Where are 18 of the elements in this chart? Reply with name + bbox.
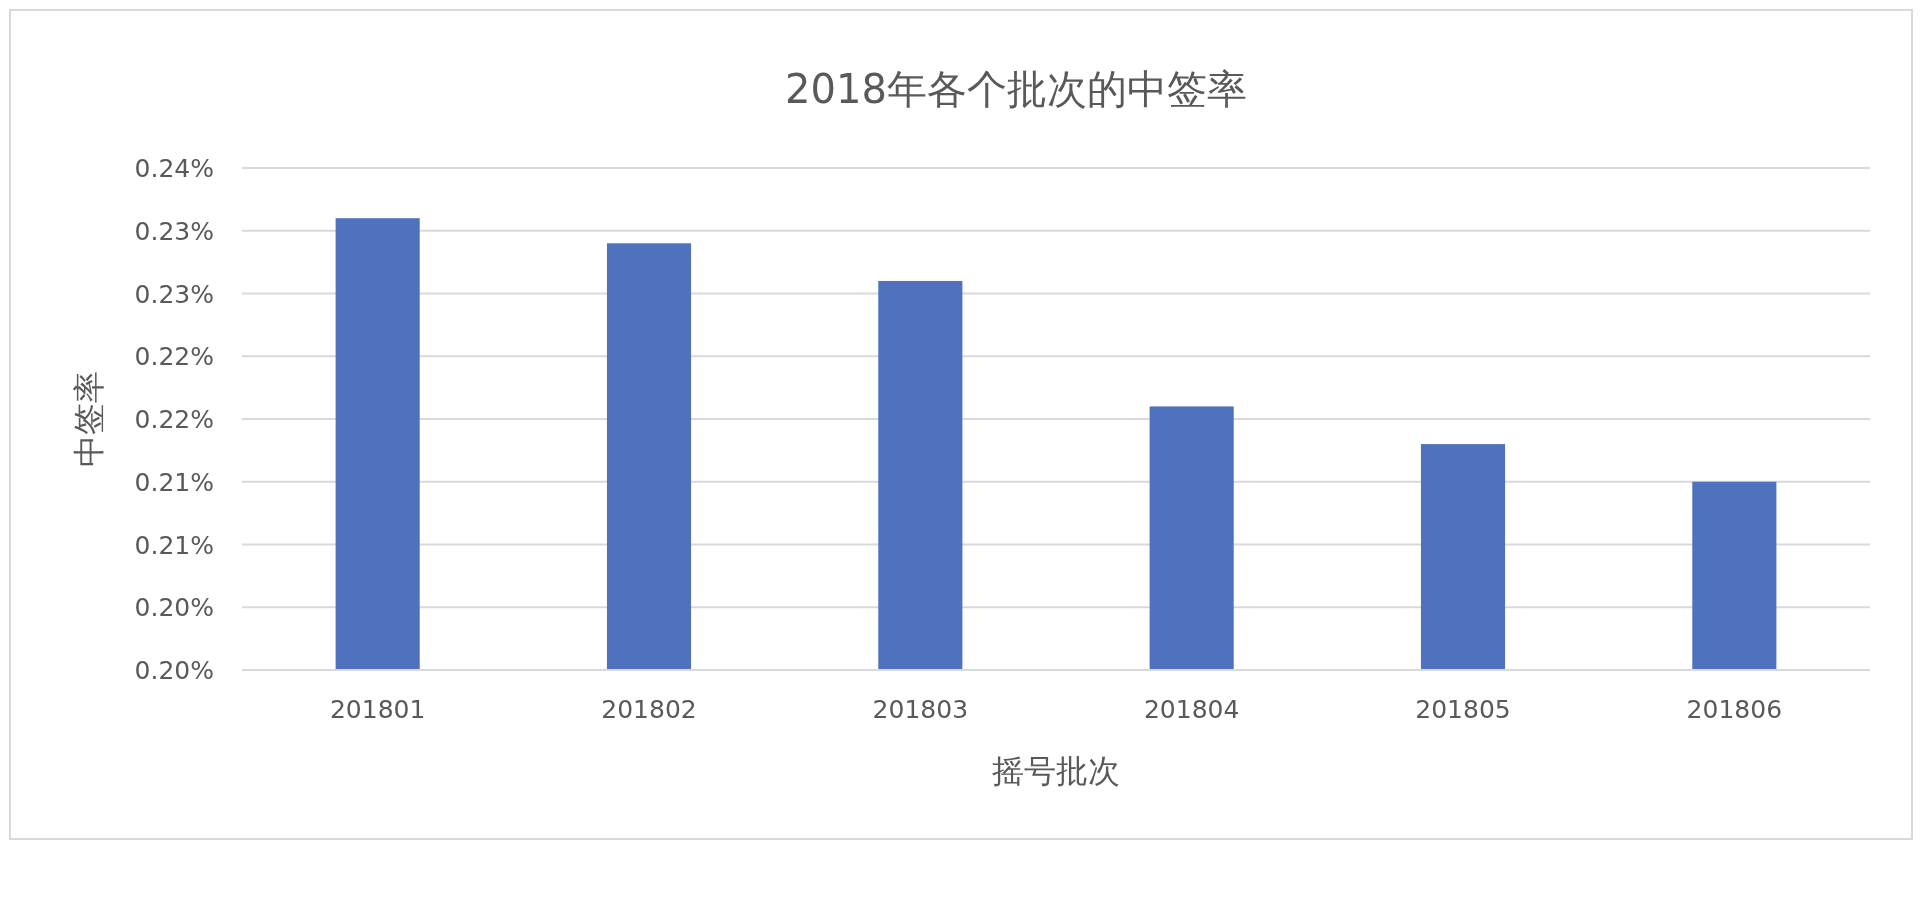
y-tick-label: 0.23% (134, 216, 214, 246)
y-tick-label: 0.24% (134, 154, 214, 183)
y-tick-label: 0.20% (134, 593, 214, 623)
x-tick-label: 201802 (601, 695, 697, 724)
y-tick-label: 0.21% (134, 530, 214, 560)
y-tick-label: 0.21% (134, 467, 214, 497)
y-tick-label: 0.22% (134, 405, 214, 434)
x-tick-label: 201801 (329, 695, 426, 724)
x-tick-label: 201804 (1143, 695, 1240, 724)
chart-title: 2018年各个批次的中签率 (785, 66, 1247, 112)
y-axis-title: 中签率 (70, 371, 108, 467)
x-tick-label: 201805 (1415, 695, 1511, 724)
x-tick-label: 201803 (872, 695, 969, 724)
y-tick-label: 0.22% (134, 342, 214, 372)
y-tick-label: 0.20% (134, 656, 214, 685)
x-axis-title: 摇号批次 (992, 752, 1120, 790)
y-tick-label: 0.23% (134, 279, 214, 309)
x-tick-label: 201806 (1686, 695, 1783, 724)
